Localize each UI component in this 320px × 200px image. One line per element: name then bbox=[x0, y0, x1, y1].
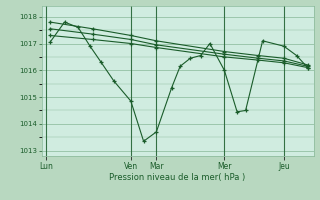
X-axis label: Pression niveau de la mer( hPa ): Pression niveau de la mer( hPa ) bbox=[109, 173, 246, 182]
